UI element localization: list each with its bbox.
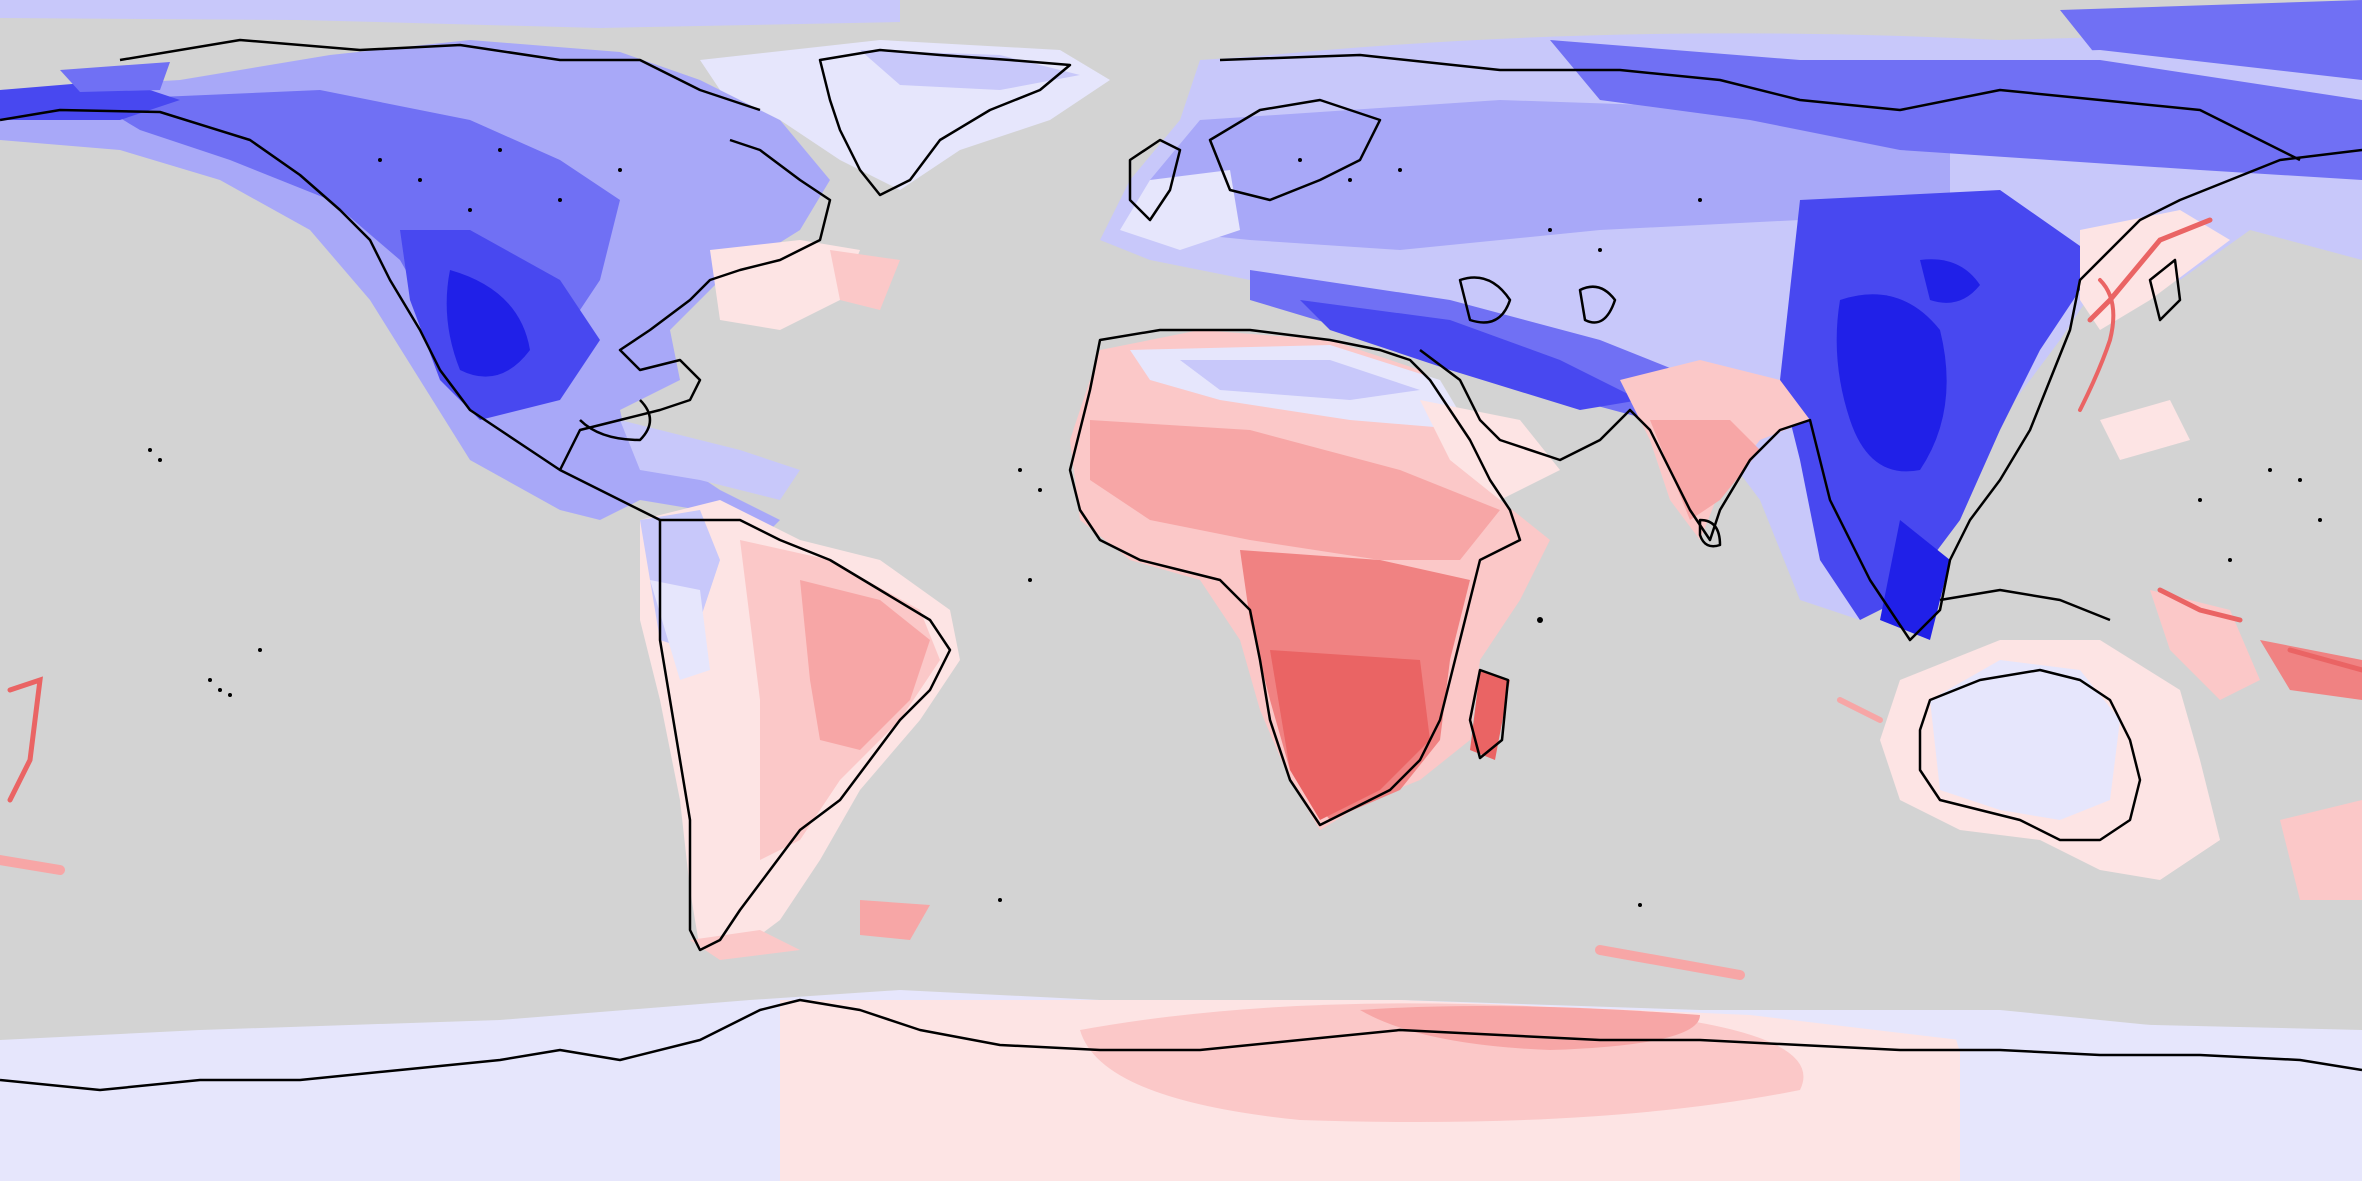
africa-region xyxy=(1070,330,1560,830)
greenland-region xyxy=(700,40,1110,190)
island-dots xyxy=(148,148,2322,907)
pacific-streaks xyxy=(0,217,2362,980)
australia-region xyxy=(1880,210,2362,900)
india-region xyxy=(1620,360,1810,540)
antarctica-region xyxy=(0,990,2362,1181)
coastlines xyxy=(0,38,2362,1092)
